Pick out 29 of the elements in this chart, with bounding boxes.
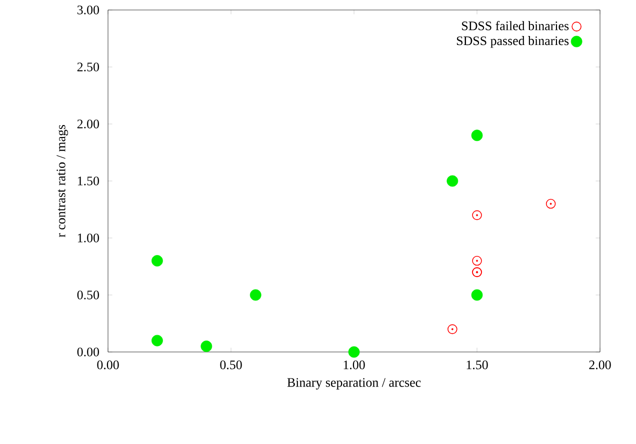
point — [152, 255, 163, 266]
y-tick-label: 2.00 — [77, 120, 99, 128]
x-tick-label: 0.00 — [97, 360, 119, 370]
y-tick-label: 0.00 — [77, 348, 99, 356]
legend-label: SDSS failed binaries — [462, 21, 569, 30]
y-tick-label: 1.50 — [78, 176, 99, 186]
y-axis-title: r contrast ratio / mags — [56, 124, 68, 238]
point — [471, 289, 483, 301]
x-tick-label: 2.00 — [589, 360, 611, 370]
point — [448, 324, 458, 334]
y-tick-label: 2.50 — [77, 62, 99, 72]
y-tick-label: 1.00 — [78, 234, 99, 242]
legend-label: SDSS passed binaries — [456, 36, 569, 48]
point — [348, 346, 360, 358]
x-tick-label: 1.00 — [344, 360, 365, 370]
x-tick-label: 1.50 — [466, 360, 488, 370]
point — [472, 267, 482, 278]
point — [200, 340, 212, 352]
x-tick-label: 0.50 — [220, 360, 242, 370]
point — [471, 130, 483, 142]
point — [546, 198, 556, 209]
point — [152, 334, 163, 346]
point — [250, 289, 262, 301]
point — [472, 256, 482, 266]
point — [446, 175, 458, 187]
x-axis-title: Binary separation / arcsec — [287, 378, 421, 390]
point — [472, 210, 482, 220]
y-tick-label: 3.00 — [77, 6, 99, 14]
y-tick-label: 0.50 — [77, 290, 99, 300]
